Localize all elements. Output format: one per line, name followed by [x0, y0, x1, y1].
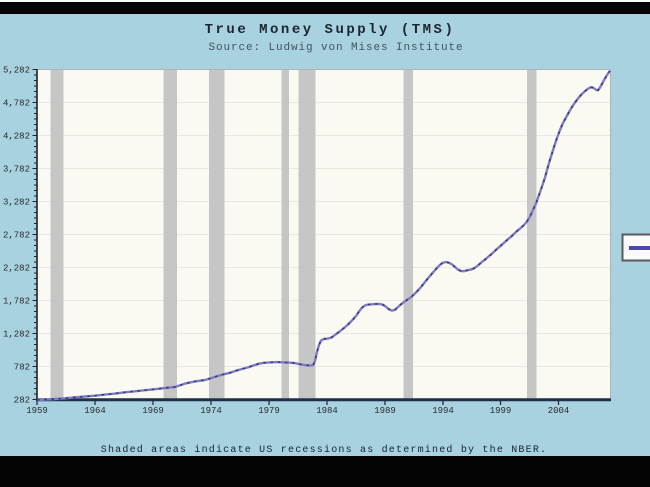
svg-text:282: 282	[14, 396, 30, 406]
svg-text:2004: 2004	[548, 406, 570, 416]
svg-text:1989: 1989	[374, 406, 396, 416]
svg-text:Source: Ludwig von Mises Insti: Source: Ludwig von Mises Institute	[208, 42, 463, 54]
svg-text:4,782: 4,782	[3, 99, 30, 109]
svg-text:1999: 1999	[490, 406, 512, 416]
svg-text:1,282: 1,282	[3, 330, 30, 340]
svg-text:1984: 1984	[316, 406, 338, 416]
svg-text:1994: 1994	[432, 406, 454, 416]
svg-text:2,782: 2,782	[3, 231, 30, 241]
svg-text:3,782: 3,782	[3, 165, 30, 175]
svg-text:1974: 1974	[200, 406, 222, 416]
svg-text:1964: 1964	[84, 406, 106, 416]
svg-text:5,282: 5,282	[3, 66, 30, 76]
svg-text:1979: 1979	[258, 406, 280, 416]
svg-text:2,282: 2,282	[3, 264, 30, 274]
svg-text:4,282: 4,282	[3, 132, 30, 142]
svg-text:1959: 1959	[26, 406, 48, 416]
svg-text:1,782: 1,782	[3, 297, 30, 307]
svg-text:3,282: 3,282	[3, 198, 30, 208]
svg-text:Shaded areas indicate US reces: Shaded areas indicate US recessions as d…	[101, 444, 547, 456]
svg-text:True Money Supply (TMS): True Money Supply (TMS)	[205, 22, 456, 38]
svg-text:1969: 1969	[142, 406, 164, 416]
svg-text:782: 782	[14, 363, 30, 373]
